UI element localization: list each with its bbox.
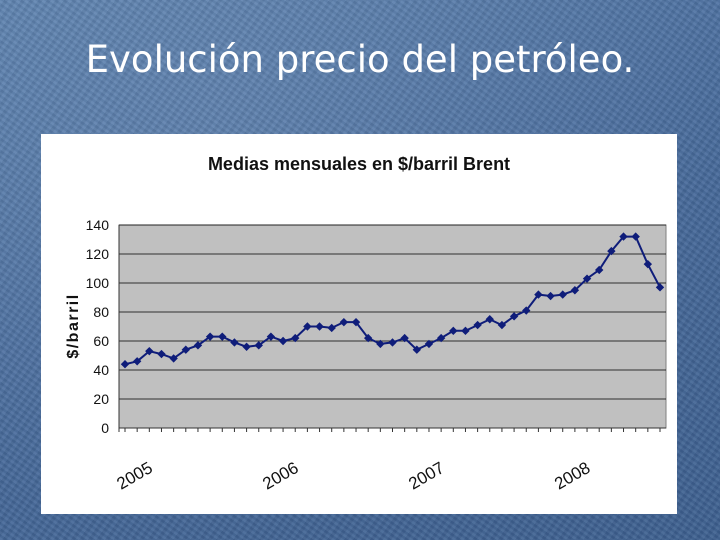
y-tick-label: 0 xyxy=(101,420,109,436)
data-point xyxy=(169,354,178,363)
data-point xyxy=(485,315,494,324)
chart-title: Medias mensuales en $/barril Brent xyxy=(208,154,510,174)
y-tick-labels: 0 20 40 60 80 100 120 140 xyxy=(86,217,110,436)
data-point xyxy=(473,320,482,330)
y-tick-label: 20 xyxy=(93,391,109,407)
y-axis-label: $/barril xyxy=(65,293,82,358)
data-point xyxy=(619,232,628,241)
data-point xyxy=(558,290,567,299)
data-point xyxy=(424,339,434,349)
data-point xyxy=(449,326,458,336)
data-point xyxy=(120,360,130,369)
data-point xyxy=(582,274,592,283)
data-point xyxy=(315,322,324,331)
data-point xyxy=(291,333,300,343)
data-point xyxy=(631,232,640,241)
data-point xyxy=(181,345,190,354)
data-point xyxy=(400,333,409,343)
data-point xyxy=(509,312,519,321)
data-point xyxy=(607,246,616,256)
data-point xyxy=(242,342,251,351)
y-tick-label: 60 xyxy=(93,333,109,349)
data-point xyxy=(278,336,288,346)
data-point xyxy=(205,332,215,341)
x-tick-label: 2007 xyxy=(405,458,447,493)
data-point xyxy=(339,317,349,327)
y-tick-label: 80 xyxy=(93,304,109,320)
data-point xyxy=(388,338,397,347)
chart-panel: Medias mensuales en $/barril Brent $/bar… xyxy=(41,134,677,514)
data-point xyxy=(230,338,239,347)
data-point xyxy=(412,345,422,354)
data-point xyxy=(522,306,531,315)
x-tick-labels: 2005 2006 2007 2008 xyxy=(114,458,594,493)
plot-area xyxy=(118,224,667,429)
axes xyxy=(118,225,666,432)
data-point xyxy=(157,349,166,359)
y-tick-label: 120 xyxy=(86,246,110,262)
x-tick-label: 2006 xyxy=(259,458,301,493)
data-point xyxy=(132,357,142,366)
data-point xyxy=(655,283,665,292)
y-tick-label: 40 xyxy=(93,362,109,378)
data-point xyxy=(595,265,604,275)
data-point xyxy=(363,333,373,343)
slide-title: Evolución precio del petróleo. xyxy=(85,38,635,81)
x-tick-label: 2005 xyxy=(114,458,156,493)
data-point xyxy=(218,332,227,341)
data-point xyxy=(534,290,543,299)
data-point xyxy=(145,346,154,356)
data-point xyxy=(570,286,580,295)
data-point xyxy=(497,320,507,330)
series-brent xyxy=(120,232,665,369)
data-point xyxy=(461,326,470,336)
y-tick-label: 100 xyxy=(86,275,110,291)
data-point xyxy=(351,317,361,327)
data-point xyxy=(193,341,203,350)
data-point xyxy=(436,333,446,343)
data-point xyxy=(303,322,312,331)
data-point xyxy=(643,259,653,269)
y-tick-label: 140 xyxy=(86,217,110,233)
data-point xyxy=(327,323,336,333)
oil-price-chart: Medias mensuales en $/barril Brent $/bar… xyxy=(65,154,667,493)
data-point xyxy=(376,339,385,349)
x-tick-label: 2008 xyxy=(551,458,593,493)
